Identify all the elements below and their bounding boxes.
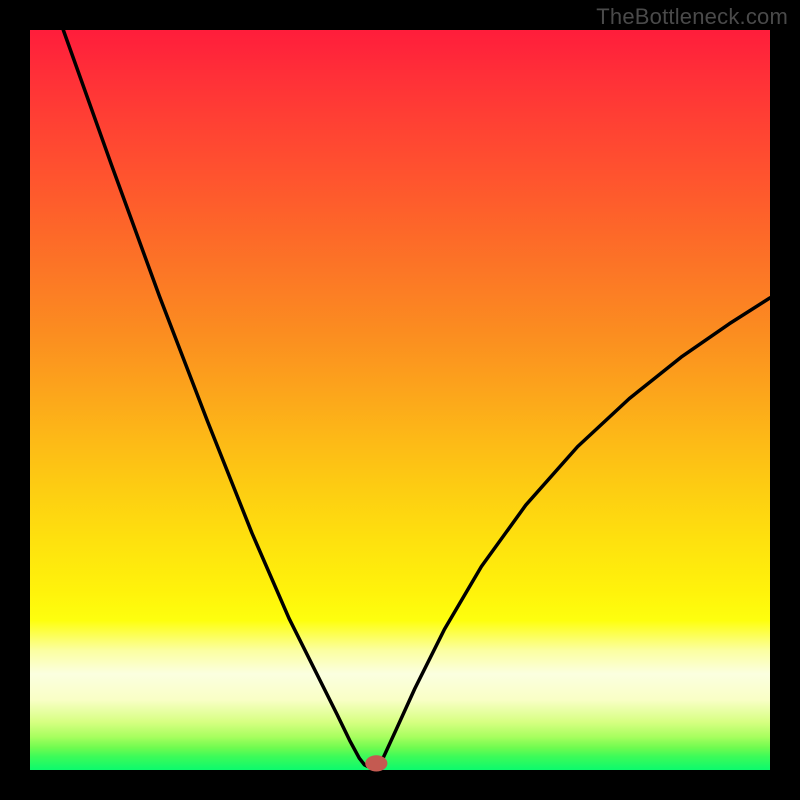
plot-area bbox=[30, 30, 770, 770]
bottleneck-curve-chart bbox=[0, 0, 800, 800]
optimal-point-marker bbox=[365, 755, 387, 771]
watermark-text: TheBottleneck.com bbox=[596, 4, 788, 30]
chart-container: TheBottleneck.com bbox=[0, 0, 800, 800]
